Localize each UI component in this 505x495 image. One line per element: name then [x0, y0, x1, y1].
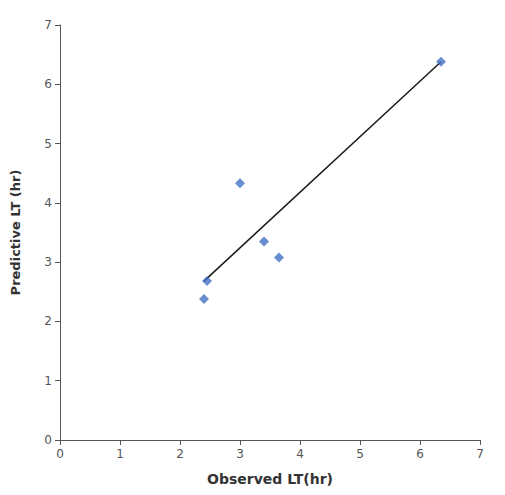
svg-text:2: 2	[176, 447, 184, 461]
svg-text:Observed LT(hr): Observed LT(hr)	[207, 471, 333, 487]
svg-text:1: 1	[44, 374, 52, 388]
svg-text:4: 4	[296, 447, 304, 461]
svg-text:2: 2	[44, 314, 52, 328]
svg-text:6: 6	[44, 77, 52, 91]
svg-text:5: 5	[356, 447, 364, 461]
svg-text:Predictive LT (hr): Predictive LT (hr)	[8, 170, 23, 296]
svg-text:1: 1	[116, 447, 124, 461]
svg-text:7: 7	[476, 447, 484, 461]
svg-text:4: 4	[44, 196, 52, 210]
svg-text:7: 7	[44, 18, 52, 32]
svg-text:0: 0	[44, 433, 52, 447]
svg-text:5: 5	[44, 137, 52, 151]
svg-text:0: 0	[56, 447, 64, 461]
svg-text:3: 3	[236, 447, 244, 461]
svg-text:6: 6	[416, 447, 424, 461]
svg-text:3: 3	[44, 255, 52, 269]
